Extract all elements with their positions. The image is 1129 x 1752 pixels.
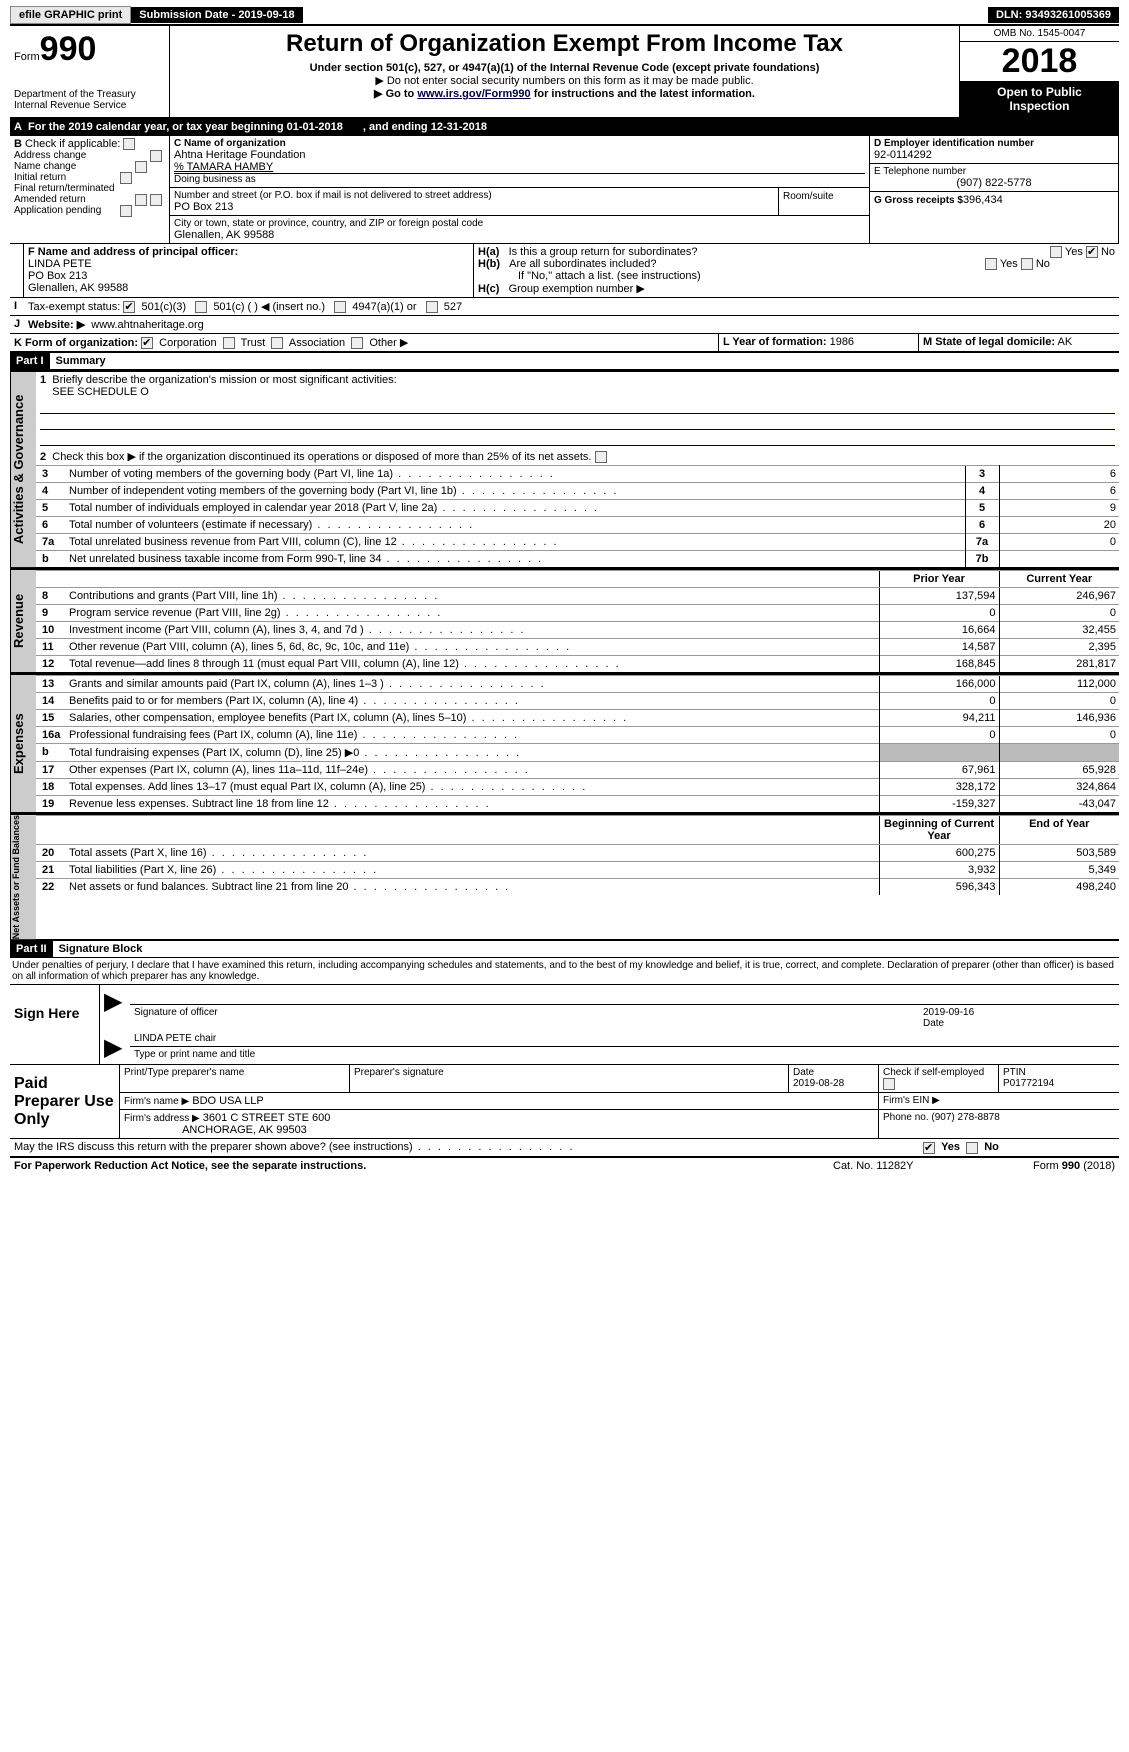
checkbox-501c3[interactable] — [123, 301, 135, 313]
b-option: Initial return — [14, 172, 165, 183]
care-of: % TAMARA HAMBY — [174, 161, 865, 174]
activities-governance: Activities & Governance 1 Briefly descri… — [10, 370, 1119, 568]
dept-irs: Internal Revenue Service — [14, 100, 165, 111]
officer-addr1: PO Box 213 — [28, 270, 87, 282]
e-label: E Telephone number — [874, 166, 1114, 177]
hb-text: Are all subordinates included? — [509, 258, 656, 270]
checkbox[interactable] — [966, 1142, 978, 1154]
net-assets-section: Net Assets or Fund Balances Beginning of… — [10, 813, 1119, 941]
dln: DLN: 93493261005369 — [988, 7, 1119, 23]
checkbox[interactable] — [985, 258, 997, 270]
mission: SEE SCHEDULE O — [52, 386, 149, 398]
officer-name: LINDA PETE — [28, 258, 92, 270]
sign-here-block: Sign Here ▶ Signature of officer2019-09-… — [10, 985, 1119, 1065]
checkbox[interactable] — [271, 337, 283, 349]
checkbox[interactable] — [120, 205, 132, 217]
checkbox[interactable] — [1050, 246, 1062, 258]
website: www.ahtnaheritage.org — [91, 319, 204, 331]
checkbox[interactable] — [123, 138, 135, 150]
form-title: Return of Organization Exempt From Incom… — [180, 30, 949, 58]
ein: 92-0114292 — [874, 149, 1114, 161]
dept-treasury: Department of the Treasury — [14, 89, 165, 100]
part2-header: Part II Signature Block — [10, 941, 1119, 958]
checkbox[interactable] — [195, 301, 207, 313]
checkbox[interactable] — [351, 337, 363, 349]
line-a: A For the 2019 calendar year, or tax yea… — [10, 119, 1119, 136]
vlabel-rev: Revenue — [10, 570, 36, 672]
tax-year: 2018 — [960, 42, 1119, 81]
line-k-l-m: K Form of organization: Corporation Trus… — [10, 334, 1119, 353]
gross-receipts: 396,434 — [963, 194, 1003, 206]
checkbox[interactable] — [135, 194, 147, 206]
hb-note: If "No," attach a list. (see instruction… — [518, 270, 1115, 282]
addr-label: Number and street (or P.O. box if mail i… — [174, 190, 774, 201]
goto-line: ▶ Go to www.irs.gov/Form990 for instruct… — [180, 87, 949, 100]
hc-text: Group exemption number ▶ — [509, 283, 645, 295]
checkbox[interactable] — [426, 301, 438, 313]
footer: For Paperwork Reduction Act Notice, see … — [10, 1158, 1119, 1174]
efile-button[interactable]: efile GRAPHIC print — [10, 6, 131, 24]
checkbox-checked[interactable] — [1086, 246, 1098, 258]
expenses-section: Expenses 13Grants and similar amounts pa… — [10, 673, 1119, 813]
checkbox[interactable] — [883, 1078, 895, 1090]
discuss-line: May the IRS discuss this return with the… — [10, 1139, 1119, 1157]
room-label: Room/suite — [783, 191, 834, 202]
checkbox[interactable] — [135, 161, 147, 173]
block-f-h: F Name and address of principal officer:… — [10, 244, 1119, 298]
checkbox-yes[interactable] — [923, 1142, 935, 1154]
vlabel-ag: Activities & Governance — [10, 372, 36, 567]
revenue-section: Revenue Prior YearCurrent Year 8Contribu… — [10, 568, 1119, 673]
open-public: Open to PublicInspection — [960, 81, 1119, 117]
form-label: Form990 — [14, 30, 165, 69]
d-label: D Employer identification number — [874, 138, 1034, 149]
omb-number: OMB No. 1545-0047 — [960, 26, 1119, 42]
f-label: F Name and address of principal officer: — [28, 246, 238, 258]
line-i: I Tax-exempt status: 501(c)(3) 501(c) ( … — [10, 298, 1119, 316]
b-option: Final return/terminated — [14, 183, 165, 194]
ha-text: Is this a group return for subordinates? — [509, 246, 698, 258]
checkbox-corp[interactable] — [141, 337, 153, 349]
org-name: Ahtna Heritage Foundation — [174, 149, 865, 161]
top-bar: efile GRAPHIC print Submission Date - 20… — [10, 6, 1119, 26]
line-j: J Website: ▶ www.ahtnaheritage.org — [10, 316, 1119, 334]
g-label: G Gross receipts $ — [874, 195, 963, 206]
vlabel-na: Net Assets or Fund Balances — [10, 815, 36, 939]
checkbox[interactable] — [223, 337, 235, 349]
submission-date: Submission Date - 2019-09-18 — [131, 7, 302, 23]
checkbox[interactable] — [1021, 258, 1033, 270]
section-line: Under section 501(c), 527, or 4947(a)(1)… — [180, 62, 949, 74]
checkbox[interactable] — [334, 301, 346, 313]
form-header: Form990 Department of the Treasury Inter… — [10, 26, 1119, 119]
address: PO Box 213 — [174, 201, 774, 213]
b-option: Address change — [14, 150, 165, 161]
dba-label: Doing business as — [174, 174, 865, 185]
b-option: Amended return — [14, 194, 165, 205]
form-footer: Form 990 (2018) — [979, 1158, 1119, 1174]
checkbox[interactable] — [150, 150, 162, 162]
irs-link[interactable]: www.irs.gov/Form990 — [417, 88, 530, 100]
perjury-text: Under penalties of perjury, I declare th… — [10, 958, 1119, 985]
c-label: C Name of organization — [174, 138, 865, 149]
checkbox[interactable] — [595, 451, 607, 463]
b-option: Name change — [14, 161, 165, 172]
checkbox[interactable] — [150, 194, 162, 206]
phone: (907) 822-5778 — [874, 177, 1114, 189]
vlabel-exp: Expenses — [10, 675, 36, 812]
paid-preparer-block: Paid Preparer Use Only Print/Type prepar… — [10, 1065, 1119, 1139]
block-b-to-g: B Check if applicable: Address change Na… — [10, 136, 1119, 244]
b-option: Application pending — [14, 205, 165, 216]
officer-name-title: LINDA PETE chair — [130, 1031, 1119, 1047]
officer-addr2: Glenallen, AK 99588 — [28, 282, 128, 294]
part1-header: Part I Summary — [10, 353, 1119, 370]
ssn-warning: ▶ Do not enter social security numbers o… — [180, 74, 949, 87]
city-label: City or town, state or province, country… — [174, 218, 865, 229]
city: Glenallen, AK 99588 — [174, 229, 865, 241]
checkbox[interactable] — [120, 172, 132, 184]
